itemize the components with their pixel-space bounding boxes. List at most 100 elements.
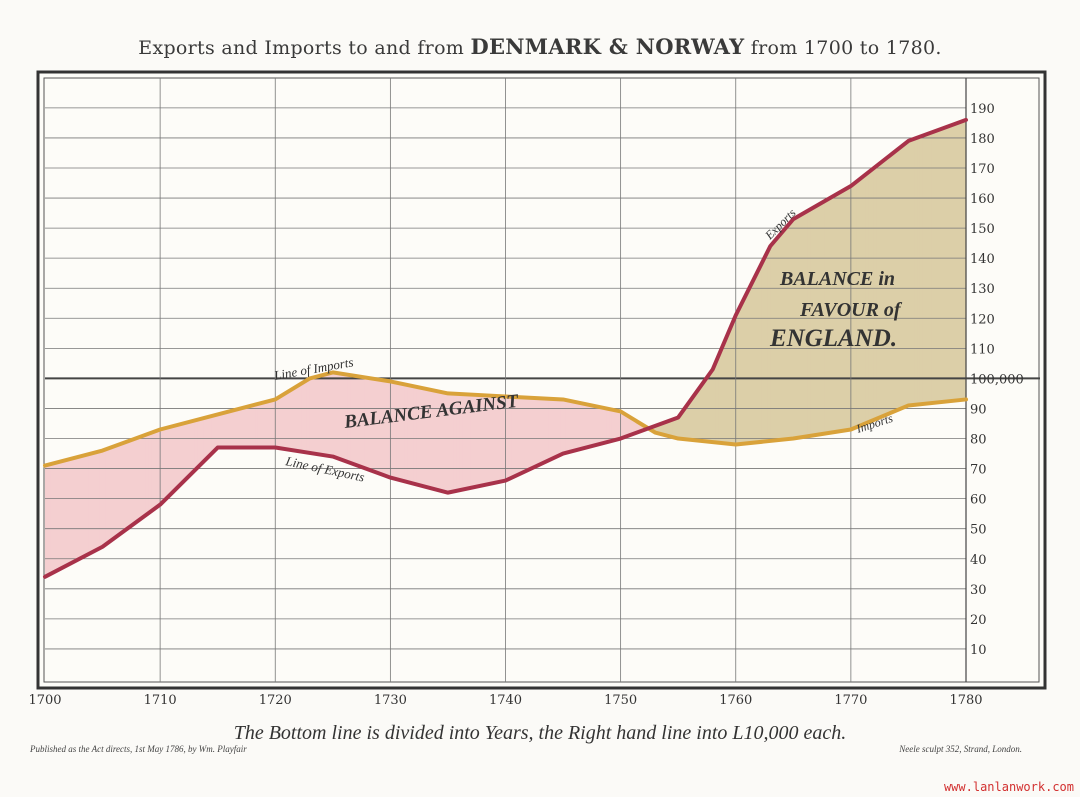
- balance-fill: [799, 214, 803, 438]
- balance-fill: [856, 179, 861, 428]
- balance-fill: [145, 433, 150, 516]
- balance-fill: [186, 421, 190, 479]
- balance-fill: [603, 407, 607, 444]
- balance-fill: [459, 394, 463, 491]
- balance-fill: [413, 386, 417, 485]
- balance-fill: [263, 401, 268, 448]
- y-tick-label: 50: [970, 523, 987, 538]
- balance-fill: [275, 397, 279, 448]
- y-tick-label: 40: [970, 553, 987, 568]
- balance-fill: [588, 404, 593, 447]
- balance-fill: [62, 460, 66, 568]
- balance-fill: [217, 413, 222, 448]
- balance-fill: [845, 187, 849, 431]
- balance-fill: [206, 416, 210, 459]
- balance-fill: [111, 446, 115, 541]
- x-tick-label: 1720: [259, 693, 292, 708]
- balance-fill: [243, 406, 248, 448]
- balance-fill: [289, 388, 294, 451]
- y-tick-label: 20: [970, 613, 987, 628]
- balance-fill: [729, 322, 734, 445]
- balance-fill: [378, 379, 383, 475]
- balance-fill: [859, 176, 863, 426]
- balance-fill: [540, 398, 544, 465]
- balance-fill: [134, 437, 138, 524]
- balance-fill: [586, 404, 590, 448]
- balance-fill: [324, 373, 328, 456]
- balance-fill: [188, 421, 193, 477]
- balance-fill: [672, 418, 676, 438]
- balance-fill: [945, 126, 950, 402]
- balance-fill: [692, 393, 697, 441]
- balance-fill: [850, 183, 855, 430]
- balance-fill: [629, 416, 633, 436]
- balance-fill: [542, 398, 547, 464]
- balance-fill: [278, 395, 282, 449]
- balance-fill: [56, 461, 60, 571]
- y-tick-label: 30: [970, 583, 987, 598]
- balance-fill: [79, 455, 83, 559]
- balance-fill: [286, 390, 291, 450]
- annotation-england: ENGLAND.: [769, 325, 897, 352]
- balance-fill: [917, 136, 921, 405]
- balance-fill: [465, 394, 469, 490]
- balance-fill: [508, 396, 512, 480]
- balance-fill: [183, 422, 187, 482]
- balance-fill: [804, 210, 809, 437]
- balance-fill: [784, 225, 789, 440]
- y-tick-label: 150: [970, 222, 995, 237]
- balance-fill: [957, 121, 961, 401]
- balance-fill: [899, 145, 904, 410]
- balance-fill: [951, 124, 956, 401]
- balance-fill: [321, 374, 325, 456]
- y-tick-label: 160: [970, 192, 995, 207]
- balance-fill: [560, 399, 564, 455]
- x-tick-label: 1710: [144, 693, 177, 708]
- balance-fill: [686, 401, 691, 440]
- y-tick-label: 60: [970, 493, 987, 508]
- balance-fill: [894, 149, 898, 412]
- balance-fill: [905, 140, 910, 407]
- balance-fill: [116, 444, 121, 537]
- balance-fill: [306, 378, 311, 453]
- balance-fill: [214, 414, 219, 451]
- balance-fill: [853, 181, 858, 429]
- balance-fill: [709, 369, 714, 443]
- y-tick-label: 140: [970, 252, 995, 267]
- balance-fill: [724, 335, 728, 444]
- balance-fill: [148, 432, 153, 514]
- balance-fill: [390, 381, 394, 479]
- balance-fill: [410, 385, 414, 484]
- balance-fill: [82, 455, 86, 558]
- balance-fill: [488, 395, 492, 485]
- balance-fill: [620, 411, 625, 439]
- balance-fill: [565, 400, 570, 453]
- balance-fill: [577, 402, 581, 450]
- x-tick-label: 1760: [719, 693, 752, 708]
- balance-fill: [528, 397, 532, 470]
- balance-fill: [301, 381, 305, 453]
- balance-fill: [237, 408, 242, 448]
- balance-fill: [741, 297, 745, 444]
- balance-fill: [551, 398, 556, 459]
- balance-fill: [462, 394, 466, 490]
- publication-note: Published as the Act directs, 1st May 17…: [30, 744, 247, 754]
- balance-fill: [203, 417, 207, 462]
- balance-fill: [456, 393, 461, 491]
- balance-fill: [105, 448, 109, 545]
- balance-fill: [430, 389, 435, 489]
- balance-fill: [896, 147, 901, 411]
- balance-fill: [341, 373, 345, 461]
- balance-fill: [485, 395, 489, 485]
- balance-fill: [606, 408, 610, 443]
- balance-fill: [891, 152, 895, 413]
- chart-inner-frame: [43, 77, 1040, 683]
- balance-fill: [128, 440, 132, 528]
- balance-fill: [827, 197, 832, 434]
- balance-fill: [882, 158, 886, 417]
- balance-fill: [744, 292, 748, 444]
- balance-fill: [476, 394, 481, 487]
- balance-fill: [519, 397, 524, 474]
- balance-fill: [361, 376, 366, 469]
- balance-fill: [911, 138, 915, 406]
